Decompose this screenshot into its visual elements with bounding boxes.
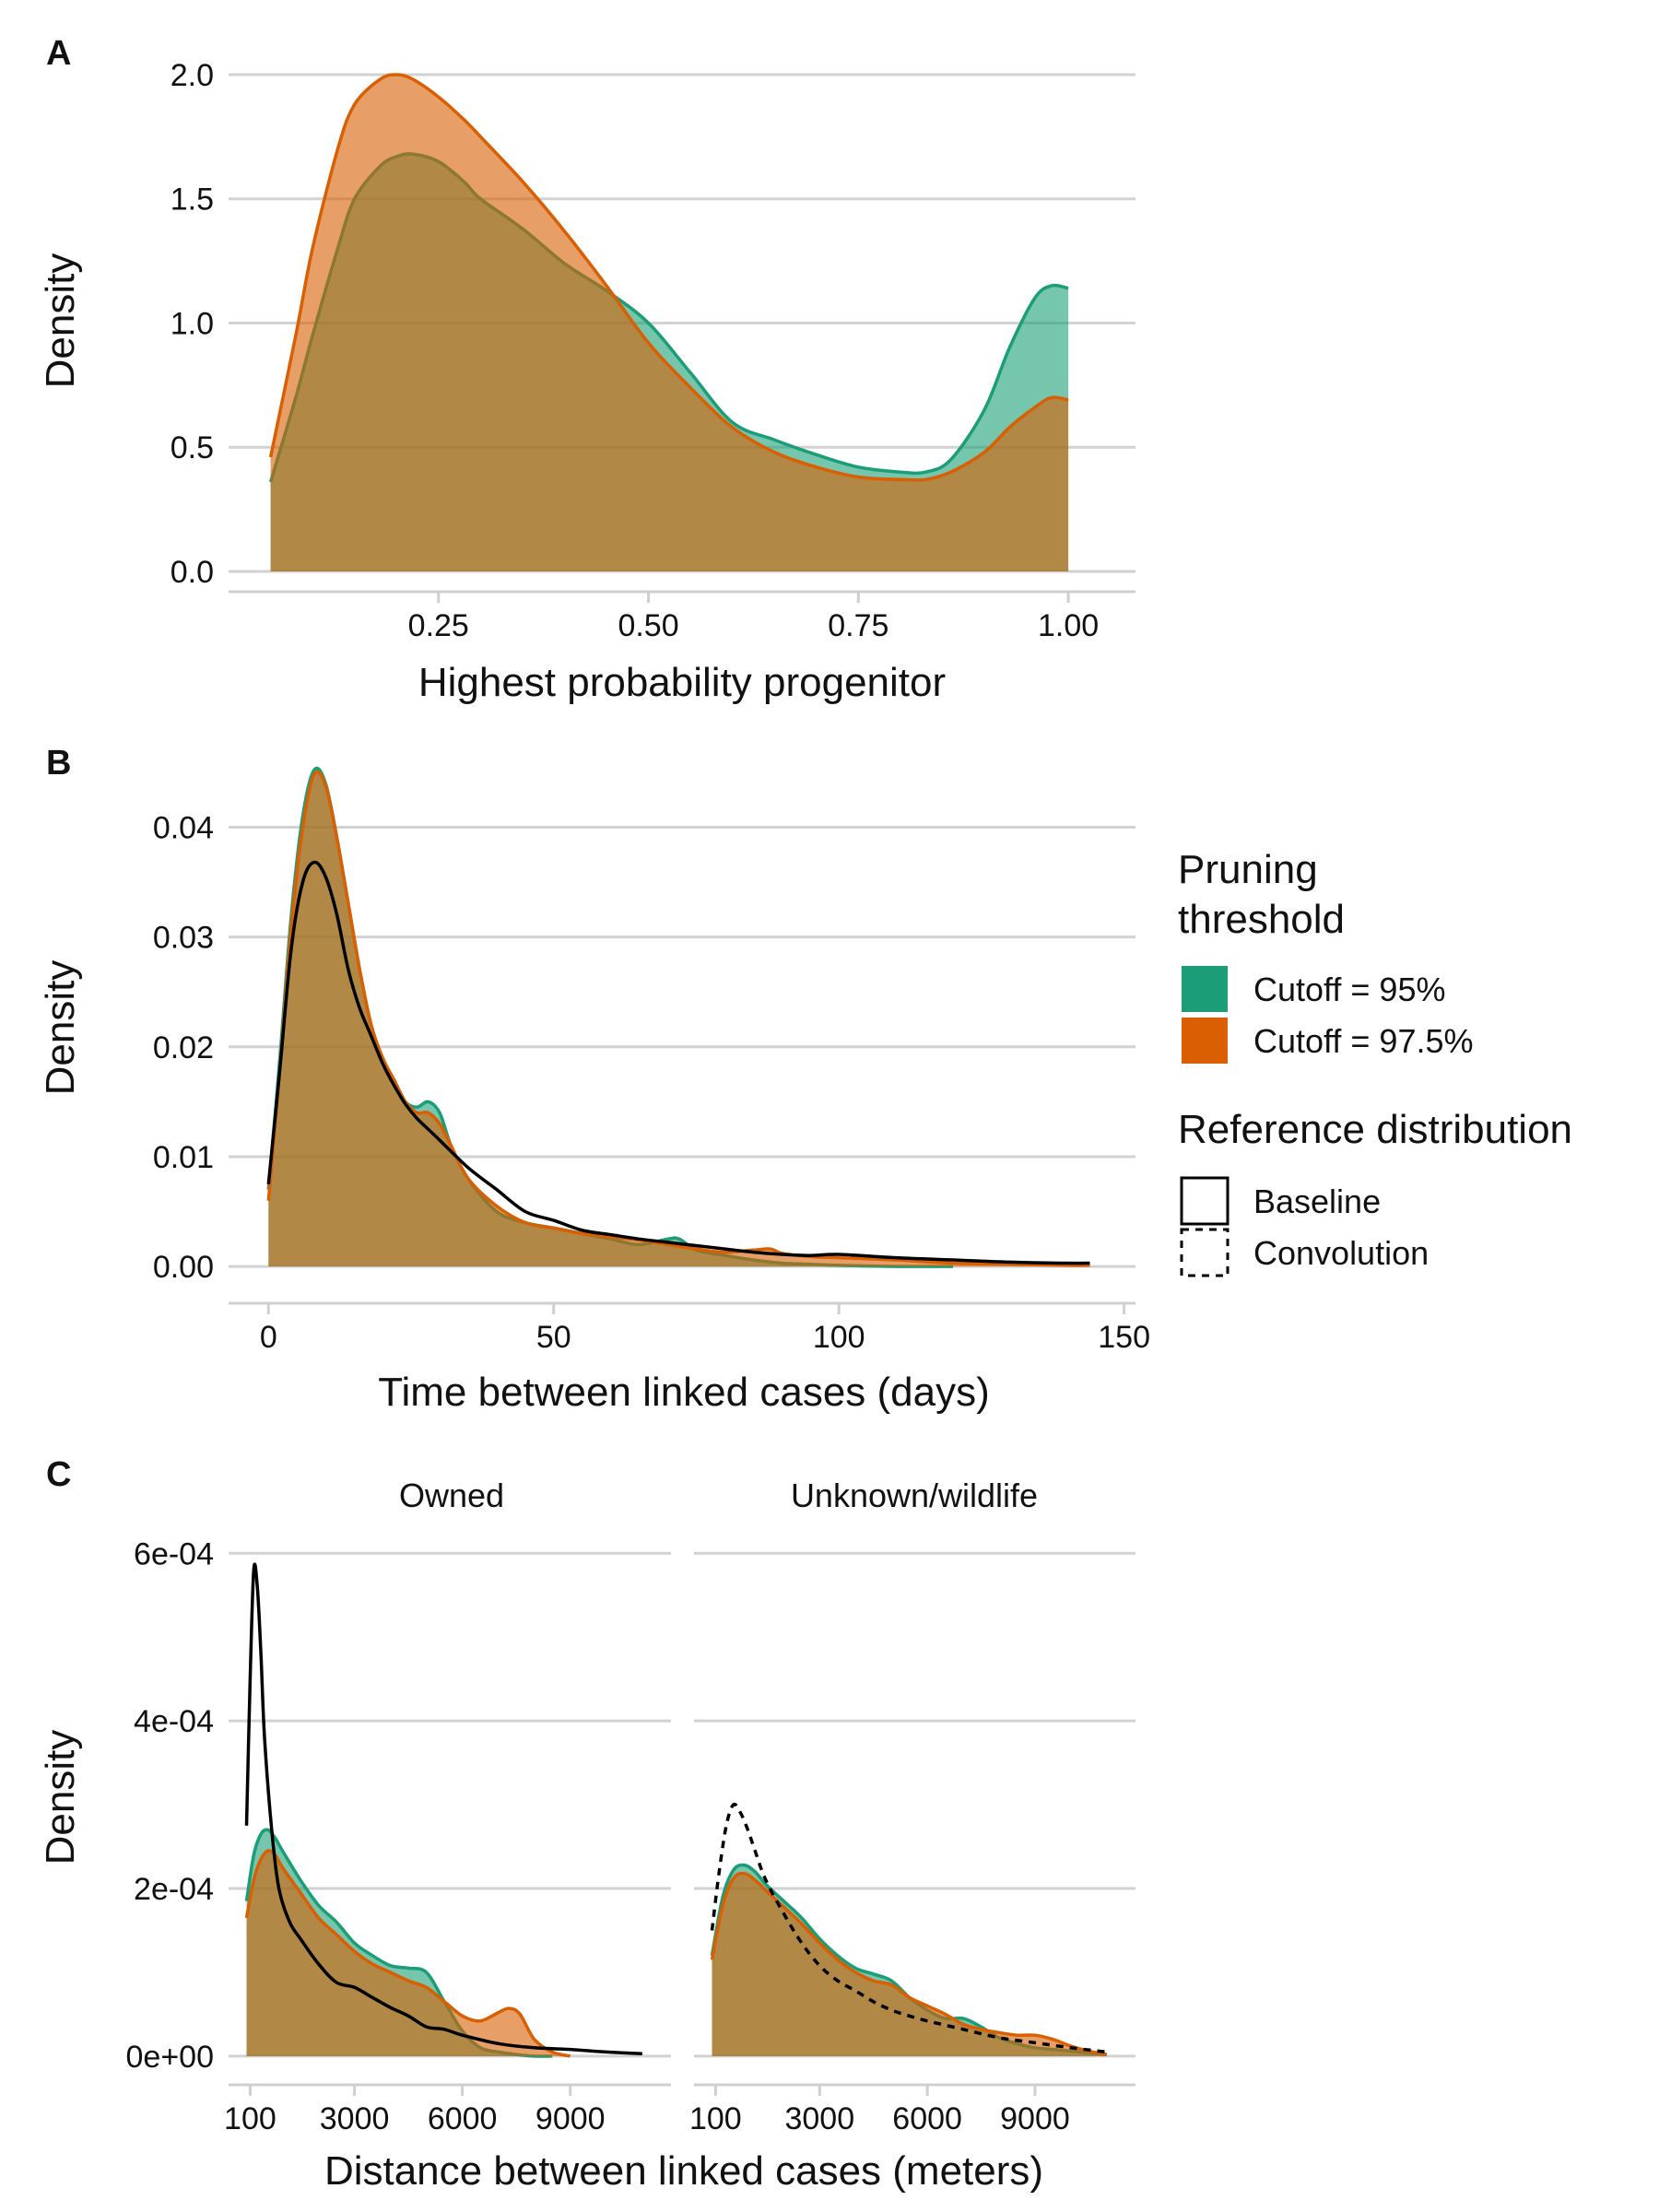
panel-c-wildlife-area-cutoff-97-5 [712, 1873, 1107, 2056]
panel-c: C Owned Unknown/wildlife 0e+00 2e-04 4e-04… [38, 1455, 1135, 2194]
panel-a-y-axis-label: Density [38, 253, 83, 389]
panel-a-y-tick-label: 2.0 [171, 58, 214, 93]
panel-c-wildlife-x-tick-label: 9000 [1000, 2101, 1070, 2136]
panel-a-axes: 0.0 0.5 1.0 1.5 2.0 0.25 0.50 0.75 1.00 [171, 58, 1135, 643]
legend-label-cutoff-95: Cutoff = 95% [1253, 971, 1445, 1008]
panel-a-x-tick-label: 0.75 [828, 608, 888, 643]
panel-c-gridlines [229, 1551, 1135, 2058]
panel-b-x-tick-label: 150 [1098, 1320, 1150, 1355]
panel-c-wildlife-x-tick-label: 6000 [892, 2101, 962, 2136]
legend-swatch-cutoff-97-5 [1182, 1018, 1228, 1064]
panel-a-x-tick-label: 0.50 [618, 608, 678, 643]
panel-c-y-axis-label: Density [38, 1730, 83, 1865]
panel-b-x-tick-label: 100 [813, 1320, 865, 1355]
panel-b-x-tick-label: 50 [536, 1320, 571, 1355]
panel-b-x-tick-label: 0 [260, 1320, 277, 1355]
panel-c-wildlife-x-tick-label: 3000 [784, 2101, 854, 2136]
panel-c-axes: 0e+00 2e-04 4e-04 6e-04 100 3000 6000 9000 100 30… [126, 1536, 1135, 2136]
panel-b-x-axis-label: Time between linked cases (days) [378, 1370, 990, 1415]
facet-strip-unknown-wildlife: Unknown/wildlife [791, 1477, 1038, 1514]
panel-a-y-tick-label: 1.0 [171, 306, 214, 341]
legend-key-convolution [1180, 1228, 1230, 1277]
panel-c-wildlife-x-tick-label: 100 [689, 2101, 742, 2136]
panel-c-owned-y-tick-label: 2e-04 [134, 1872, 214, 1907]
panel-c-owned-x-tick-label: 100 [224, 2101, 276, 2136]
panel-b-y-axis-label: Density [38, 960, 83, 1096]
panel-b: B 0.00 0.01 0.02 0.03 0.04 0 50 100 150 Time bet… [38, 744, 1150, 1415]
panel-a-y-tick-label: 1.5 [171, 182, 214, 218]
panel-b-area-cutoff-97-5 [268, 771, 1090, 1267]
panel-b-line-baseline [266, 860, 1090, 1265]
panel-a-density-areas [268, 73, 1069, 571]
legend-label-baseline: Baseline [1253, 1182, 1381, 1220]
panel-a-x-tick-label: 1.00 [1038, 608, 1099, 643]
panel-b-y-tick-label: 0.02 [153, 1030, 214, 1065]
panel-b-y-tick-label: 0.00 [153, 1250, 214, 1285]
panel-c-wildlife-outline-cutoff-97-5 [710, 1871, 1108, 2056]
panel-letter-b: B [46, 744, 71, 782]
facet-strip-owned: Owned [399, 1477, 504, 1514]
panel-b-density-areas [266, 766, 1090, 1268]
panel-a-x-tick-label: 0.25 [408, 608, 469, 643]
panel-a-x-axis-label: Highest probability progenitor [418, 660, 946, 705]
panel-c-x-axis-label: Distance between linked cases (meters) [324, 2148, 1043, 2194]
panel-a-y-tick-label: 0.0 [171, 555, 214, 590]
panel-c-owned-y-tick-label: 6e-04 [134, 1536, 214, 1571]
panel-c-owned-x-tick-label: 9000 [535, 2101, 606, 2136]
panel-c-owned-x-tick-label: 6000 [428, 2101, 498, 2136]
panel-letter-c: C [46, 1455, 71, 1494]
legend-label-cutoff-97-5: Cutoff = 97.5% [1253, 1022, 1474, 1060]
legend-swatch-cutoff-95 [1182, 966, 1228, 1012]
panel-c-wildlife-line-convolution [710, 1802, 1108, 2054]
legend-fill-title-line2: threshold [1178, 897, 1345, 942]
panel-c-owned-y-tick-label: 4e-04 [134, 1704, 214, 1739]
panel-a-outline-cutoff-97-5 [268, 73, 1069, 482]
panel-a-area-cutoff-97-5 [270, 75, 1069, 571]
panel-b-axes: 0.00 0.01 0.02 0.03 0.04 0 50 100 150 [153, 810, 1150, 1355]
legend: Pruning threshold Cutoff = 95% Cutoff = … [1178, 847, 1572, 1277]
panel-a-y-tick-label: 0.5 [171, 430, 214, 465]
panel-a: A 0.0 0.5 1.0 1.5 2.0 0.25 0.50 0.75 1.00 Highes… [38, 34, 1135, 705]
legend-line-title: Reference distribution [1178, 1107, 1572, 1152]
panel-b-y-tick-label: 0.03 [153, 921, 214, 956]
panel-letter-a: A [46, 34, 71, 73]
legend-label-convolution: Convolution [1253, 1234, 1429, 1272]
panel-c-density-areas [244, 1562, 1108, 2058]
legend-fill-title-line1: Pruning [1178, 847, 1318, 892]
panel-c-owned-area-cutoff-97-5 [246, 1850, 571, 2056]
panel-c-owned-x-tick-label: 3000 [320, 2101, 390, 2136]
panel-c-owned-y-tick-label: 0e+00 [126, 2040, 215, 2075]
panel-b-y-tick-label: 0.04 [153, 810, 214, 845]
panel-c-owned-line-baseline [244, 1562, 642, 2055]
panel-b-y-tick-label: 0.01 [153, 1140, 214, 1175]
legend-key-baseline [1180, 1176, 1230, 1226]
